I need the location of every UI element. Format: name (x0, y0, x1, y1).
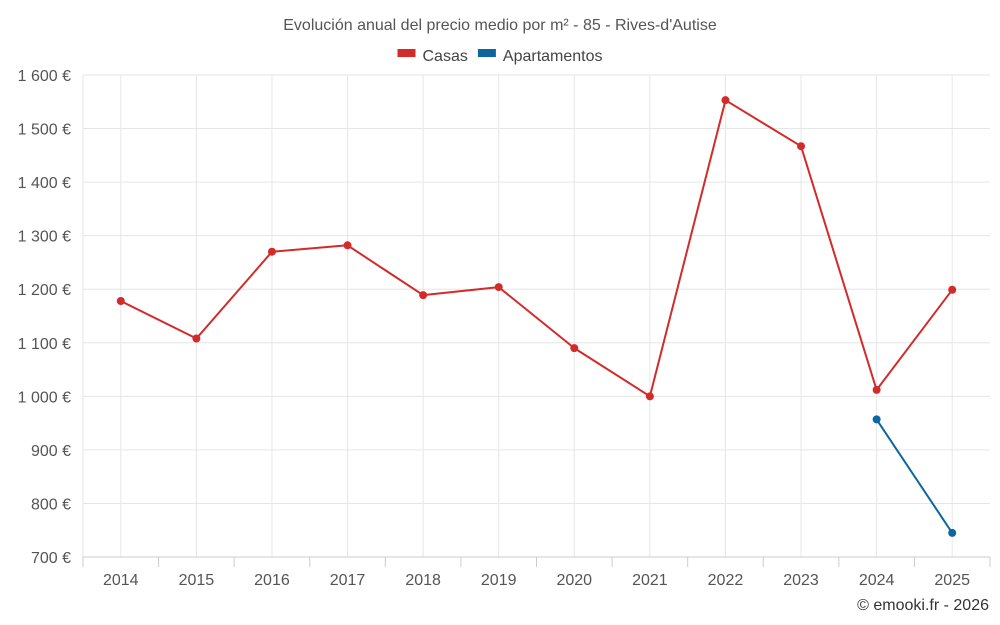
data-point-casas[interactable] (116, 297, 125, 306)
y-tick-label: 1 400 € (18, 175, 71, 192)
data-point-casas[interactable] (797, 142, 806, 151)
x-tick-label: 2017 (330, 572, 366, 589)
legend-label-casas[interactable]: Casas (423, 48, 468, 65)
y-tick-label: 1 100 € (18, 336, 71, 353)
legend-swatch-casas[interactable] (397, 49, 416, 57)
credit-text: © emooki.fr - 2026 (857, 597, 989, 614)
axes: 700 € 800 € 900 € 1 000 € 1 100 € 1 200 € 1 30… (18, 68, 991, 589)
x-tick-label: 2016 (254, 572, 290, 589)
legend-swatch-apartamentos[interactable] (477, 49, 496, 57)
data-point-casas[interactable] (645, 392, 654, 401)
legend: Casas Apartamentos (397, 48, 603, 65)
x-tick-label: 2023 (783, 572, 819, 589)
y-tick-label: 1 300 € (18, 229, 71, 246)
y-tick-label: 1 200 € (18, 282, 71, 299)
data-point-casas[interactable] (343, 241, 352, 250)
x-tick-label: 2015 (179, 572, 215, 589)
grid (82, 74, 990, 557)
data-point-casas[interactable] (267, 247, 276, 256)
x-tick-label: 2022 (708, 572, 744, 589)
data-point-casas[interactable] (721, 96, 730, 105)
y-tick-label: 1 600 € (18, 68, 71, 85)
data-point-casas[interactable] (419, 291, 428, 300)
x-tick-label: 2014 (103, 572, 139, 589)
data-point-casas[interactable] (872, 385, 881, 394)
series-line-apartamentos (875, 418, 954, 534)
y-tick-label: 1 500 € (18, 122, 71, 139)
data-point-casas[interactable] (948, 285, 957, 294)
legend-label-apartamentos[interactable]: Apartamentos (503, 48, 603, 65)
data-point-apartamentos[interactable] (872, 415, 881, 424)
series-layer (116, 96, 957, 537)
y-tick-label: 700 € (31, 550, 71, 567)
x-tick-label: 2018 (405, 572, 441, 589)
series-line-casas (120, 99, 953, 398)
chart-title: Evolución anual del precio medio por m² … (283, 17, 717, 34)
x-tick-label: 2019 (481, 572, 517, 589)
y-tick-label: 900 € (31, 443, 71, 460)
data-point-casas[interactable] (494, 283, 503, 292)
x-tick-label: 2020 (556, 572, 592, 589)
x-tick-label: 2025 (934, 572, 970, 589)
data-point-casas[interactable] (192, 334, 201, 343)
y-tick-label: 800 € (31, 496, 71, 513)
data-point-apartamentos[interactable] (948, 528, 957, 537)
x-tick-label: 2024 (859, 572, 895, 589)
x-tick-label: 2021 (632, 572, 668, 589)
data-point-casas[interactable] (570, 344, 579, 353)
y-tick-label: 1 000 € (18, 389, 71, 406)
